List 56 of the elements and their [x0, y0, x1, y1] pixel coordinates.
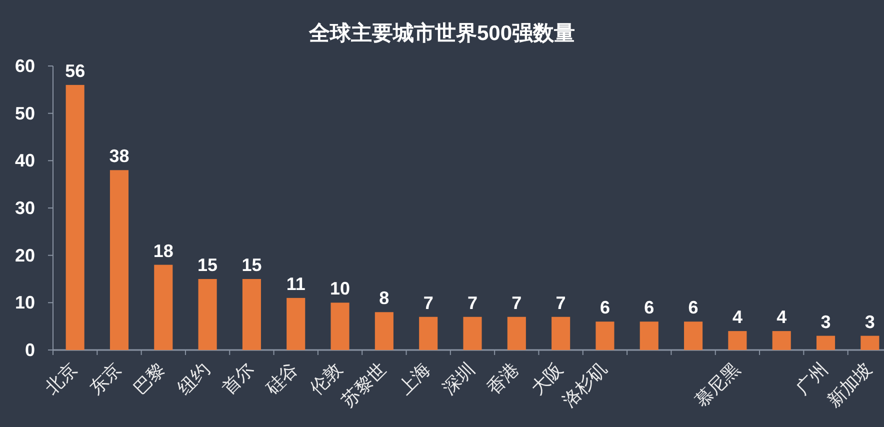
y-tick-label: 10: [14, 292, 35, 313]
x-tick-label: 北京: [41, 358, 81, 398]
chart-title: 全球主要城市世界500强数量: [308, 21, 576, 45]
bar: [286, 298, 306, 350]
x-tick-label: 慕尼黑: [691, 358, 744, 412]
bar: [684, 322, 703, 350]
data-label: 6: [644, 298, 654, 318]
bar: [552, 316, 570, 350]
x-tick-label: 东京: [86, 358, 126, 398]
data-label: 18: [153, 240, 174, 261]
x-tick-label: 首尔: [218, 358, 258, 398]
bar: [66, 84, 84, 350]
bar: [507, 316, 526, 350]
bar: [463, 316, 482, 350]
bar: [154, 264, 173, 350]
x-tick-label: 硅谷: [261, 358, 302, 400]
bar: [419, 316, 438, 350]
bar: [816, 336, 836, 350]
data-label: 38: [109, 146, 130, 166]
y-tick-label: 50: [14, 103, 35, 124]
data-label: 4: [732, 307, 742, 328]
data-label: 11: [286, 274, 306, 294]
bar: [330, 302, 350, 350]
bar: [860, 336, 880, 350]
bar: [640, 322, 658, 350]
x-tick-label: 巴黎: [130, 358, 170, 398]
y-tick-label: 30: [14, 198, 35, 218]
data-label: 56: [65, 60, 86, 81]
y-tick-label: 20: [14, 245, 35, 266]
x-tick-label: 纽约: [174, 358, 214, 398]
x-tick-label: 香港: [482, 358, 523, 398]
bar: [198, 279, 217, 350]
data-label: 15: [198, 255, 218, 275]
x-tick-label: 深圳: [438, 358, 478, 398]
bar: [110, 170, 129, 350]
bar: [728, 331, 747, 350]
bar: [242, 279, 261, 350]
data-label: 7: [512, 292, 522, 313]
data-label: 15: [242, 255, 262, 275]
data-label: 7: [467, 292, 478, 313]
data-label: 7: [423, 292, 434, 313]
bar: [374, 312, 394, 350]
y-tick-label: 40: [14, 150, 35, 171]
y-tick-label: 0: [24, 340, 35, 360]
bar: [596, 322, 614, 350]
data-label: 6: [600, 298, 610, 318]
data-label: 7: [556, 292, 566, 313]
x-tick-label: 上海: [394, 358, 434, 398]
data-label: 4: [776, 307, 787, 328]
data-label: 3: [864, 312, 875, 332]
y-tick-label: 60: [14, 56, 35, 76]
data-label: 8: [379, 288, 390, 308]
bar: [772, 331, 791, 350]
data-label: 6: [688, 298, 698, 318]
data-label: 3: [820, 312, 831, 332]
data-label: 10: [330, 278, 350, 299]
